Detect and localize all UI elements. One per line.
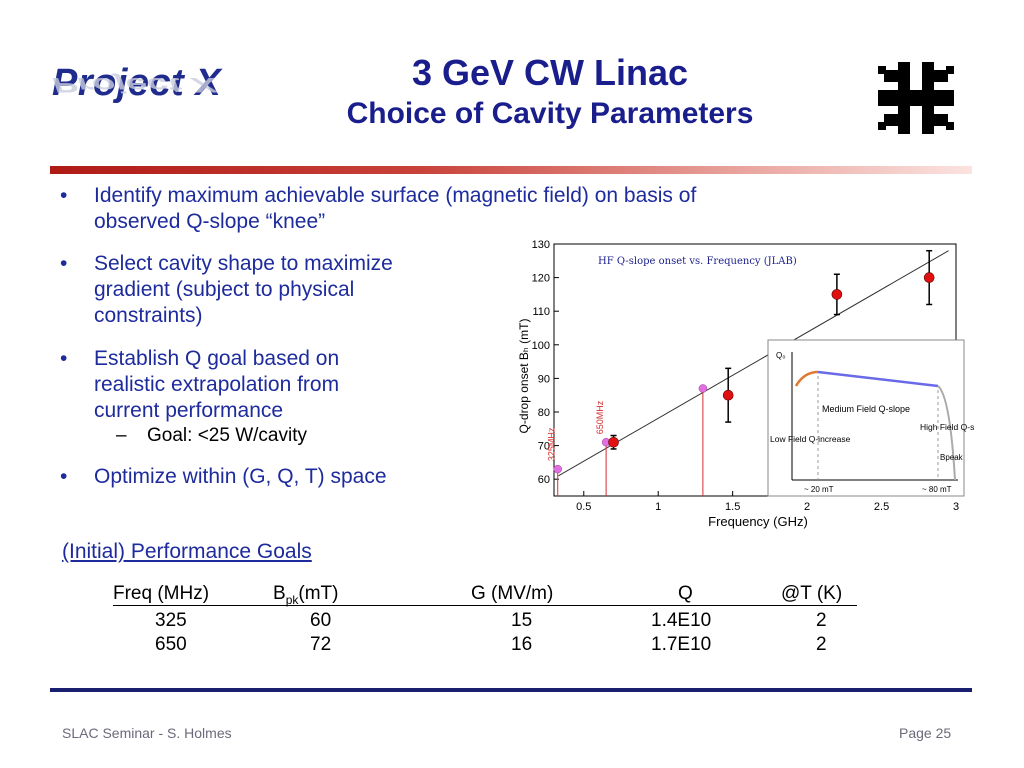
cell-q: 1.7E10 bbox=[651, 634, 712, 655]
y-tick-label: 70 bbox=[538, 441, 550, 453]
goal-point bbox=[553, 464, 562, 474]
bottom-divider bbox=[50, 688, 972, 692]
measured-point bbox=[831, 289, 843, 300]
table-header: Freq (MHz) Bpk(mT) G (MV/m) Q @T (K) bbox=[113, 583, 857, 607]
y-tick-label: 80 bbox=[538, 407, 550, 419]
bullet-text: realistic extrapolation from bbox=[94, 373, 340, 396]
y-tick-label: 120 bbox=[532, 273, 550, 285]
goal-point-label: 650MHz bbox=[595, 400, 605, 434]
x-tick-label: 0.5 bbox=[576, 501, 591, 513]
cell-temp: 2 bbox=[816, 610, 827, 631]
bullet-dot: • bbox=[60, 465, 68, 488]
col-q: Q bbox=[678, 583, 693, 604]
fit-line bbox=[558, 250, 949, 477]
cell-gradient: 16 bbox=[511, 634, 533, 655]
cell-freq: 650 bbox=[155, 634, 187, 655]
measured-point bbox=[722, 389, 734, 401]
y-tick-label: 130 bbox=[532, 239, 550, 251]
cell-bpk: 72 bbox=[310, 634, 332, 655]
col-freq: Freq (MHz) bbox=[113, 583, 210, 604]
y-axis-label: Q-drop onset Bₕ (mT) bbox=[517, 319, 531, 434]
slide-title: 3 GeV CW Linac Choice of Cavity Paramete… bbox=[280, 52, 820, 134]
bullet-text: gradient (subject to physical bbox=[94, 278, 355, 301]
y-tick-label: 90 bbox=[538, 373, 550, 385]
footer-page-number: Page 25 bbox=[899, 725, 952, 741]
inset-x-label: Bpeak bbox=[940, 453, 964, 462]
measured-point bbox=[923, 272, 935, 283]
logo-text: Project X bbox=[52, 62, 222, 104]
y-tick-label: 60 bbox=[538, 474, 550, 486]
x-tick-label: 2 bbox=[804, 501, 810, 513]
goal-point bbox=[698, 384, 708, 393]
goal-point-label: 325MHz bbox=[547, 427, 557, 461]
title-line-2: Choice of Cavity Parameters bbox=[346, 97, 754, 130]
inset-low-field-curve bbox=[794, 370, 819, 387]
top-divider bbox=[50, 166, 972, 174]
bullet-text: Optimize within (G, Q, T) space bbox=[94, 465, 387, 488]
cell-bpk: 60 bbox=[310, 610, 332, 631]
inset-high-field-curve bbox=[937, 385, 956, 481]
qslope-chart: 0.5 1 1.5 2 2.5 3 60 70 80 90 100 110 120 130 325MHz 6… bbox=[508, 236, 974, 532]
title-line-1: 3 GeV CW Linac bbox=[411, 52, 689, 93]
table-row: 325 60 15 1.4E10 2 bbox=[113, 610, 857, 634]
bullet-text: observed Q-slope “knee” bbox=[94, 210, 326, 233]
logo-reflection: Project X bbox=[52, 72, 217, 96]
cell-freq: 325 bbox=[155, 610, 187, 631]
bullet-dot: • bbox=[60, 184, 68, 207]
bullet-text: current performance bbox=[94, 399, 284, 422]
inset-y-label: Q₀ bbox=[776, 351, 786, 360]
x-tick-label: 1.5 bbox=[725, 501, 740, 513]
col-bpk: Bpk(mT) bbox=[273, 583, 339, 607]
sub-bullet-text: Goal: <25 W/cavity bbox=[147, 425, 307, 446]
measured-point bbox=[608, 436, 619, 448]
bullet-text: Select cavity shape to maximize bbox=[94, 252, 393, 275]
inset-label-20mt: ~ 20 mT bbox=[804, 485, 834, 494]
y-tick-label: 100 bbox=[532, 340, 550, 352]
inset-label-80mt: ~ 80 mT bbox=[922, 485, 952, 494]
x-tick-label: 3 bbox=[953, 501, 959, 513]
bullet-text: Establish Q goal based on bbox=[94, 347, 340, 370]
project-x-logo: Project X Project X bbox=[52, 62, 242, 142]
bullet-text: constraints) bbox=[94, 304, 203, 327]
inset-label-high: High Field Q-slope bbox=[920, 422, 974, 432]
x-tick-label: 2.5 bbox=[874, 501, 889, 513]
col-temp: @T (K) bbox=[781, 583, 843, 604]
bullet-dot: • bbox=[60, 252, 68, 275]
table-row: 650 72 16 1.7E10 2 bbox=[113, 634, 857, 658]
fermilab-logo bbox=[878, 62, 954, 134]
inset-medium-field-curve bbox=[817, 370, 939, 388]
inset-label-low: Low Field Q-increase bbox=[770, 434, 851, 444]
bullet-text: Identify maximum achievable surface (mag… bbox=[94, 184, 697, 207]
inset-label-medium: Medium Field Q-slope bbox=[822, 404, 910, 414]
bullet-dot: • bbox=[60, 347, 68, 370]
x-axis-label: Frequency (GHz) bbox=[708, 514, 808, 529]
footer-left: SLAC Seminar - S. Holmes bbox=[62, 725, 232, 741]
x-tick-label: 1 bbox=[655, 501, 661, 513]
chart-title: HF Q-slope onset vs. Frequency (JLAB) bbox=[598, 256, 797, 267]
inset-schematic: Q₀ Bpeak Medium Field Q-slope Low Field … bbox=[767, 339, 974, 497]
performance-goals-title: (Initial) Performance Goals bbox=[62, 540, 312, 563]
sub-bullet-dash: – bbox=[116, 425, 127, 446]
col-gradient: G (MV/m) bbox=[471, 583, 554, 604]
y-tick-label: 110 bbox=[532, 306, 550, 318]
cell-temp: 2 bbox=[816, 634, 827, 655]
cell-gradient: 15 bbox=[511, 610, 533, 631]
cell-q: 1.4E10 bbox=[651, 610, 712, 631]
